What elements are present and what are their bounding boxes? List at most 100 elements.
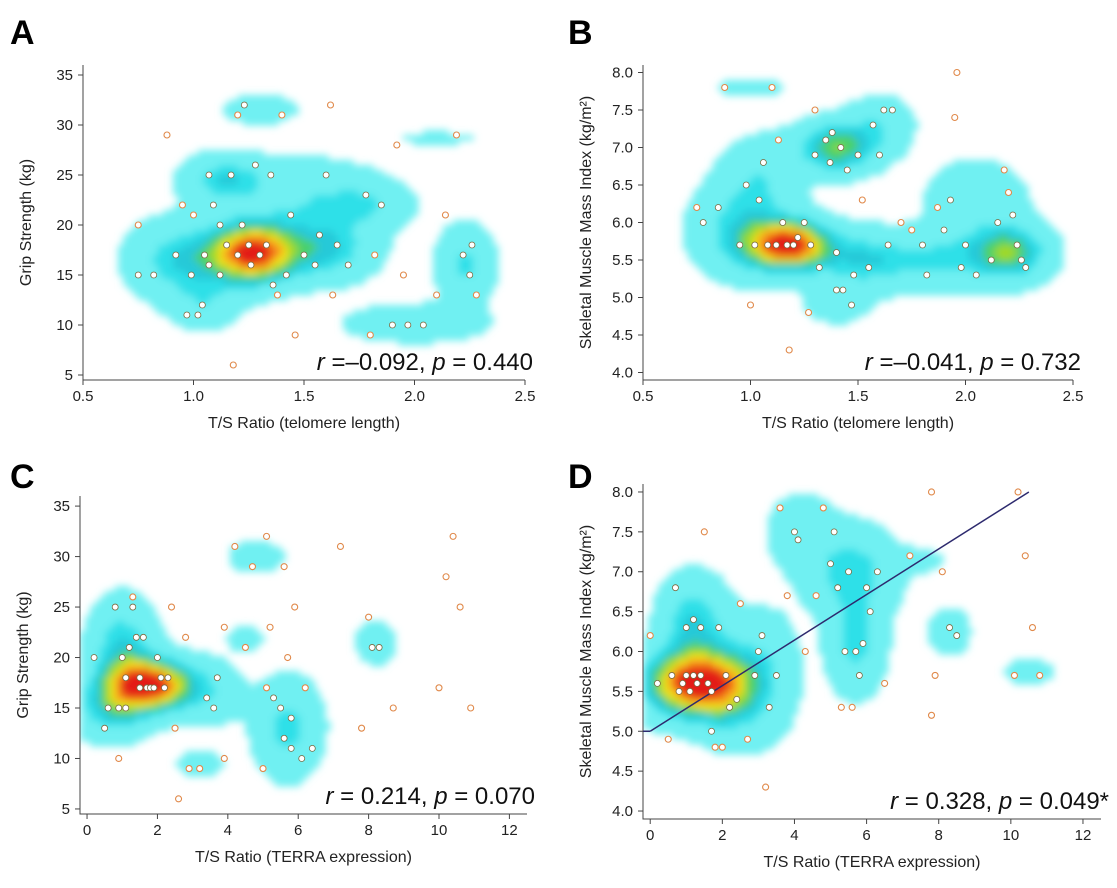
data-point (301, 684, 309, 692)
annotation-p: p (431, 349, 445, 376)
data-point (404, 321, 412, 329)
data-point (876, 151, 883, 159)
y-axis-label: Skeletal Muscle Mass Index (kg/m²) (578, 525, 595, 778)
data-point (880, 106, 888, 114)
x-tick-label: 1.0 (183, 388, 204, 405)
data-point (848, 301, 855, 309)
panel-letter: D (568, 458, 593, 496)
data-point (751, 672, 759, 679)
x-tick-label: 6 (862, 827, 870, 844)
data-point (927, 488, 936, 496)
data-point (251, 161, 259, 169)
data-point (227, 171, 235, 179)
data-point (393, 141, 401, 149)
data-point (946, 624, 953, 631)
data-point (183, 311, 191, 319)
data-point (801, 647, 809, 656)
data-point (278, 111, 286, 119)
data-point (682, 624, 690, 631)
annotation-r: r (317, 349, 326, 376)
data-point (175, 795, 183, 803)
data-point (139, 633, 147, 641)
panel-c: C 0 2 4 6 8 10 12 5 10 15 20 25 30 35 T/S Ratio (TERRA … (0, 444, 558, 888)
data-point (906, 552, 914, 560)
data-point (472, 291, 480, 299)
y-tick-label: 5 (62, 801, 70, 818)
data-point (718, 743, 726, 751)
correlation-annotation: r =–0.041, p = 0.732 (865, 349, 1081, 376)
data-point (1036, 671, 1044, 679)
scatter-chart-c: C 0 2 4 6 8 10 12 5 10 15 20 25 30 35 T/S Ratio (TERRA … (10, 458, 535, 866)
data-point (419, 321, 427, 329)
data-point (721, 83, 729, 92)
data-point (1021, 552, 1029, 560)
data-point (830, 528, 838, 536)
data-point (845, 568, 852, 576)
data-point (90, 654, 98, 661)
data-point (238, 221, 246, 229)
data-point (863, 584, 870, 592)
data-point (329, 291, 337, 299)
data-point (841, 648, 849, 655)
x-tick-label: 2.5 (515, 388, 536, 405)
data-point (136, 684, 144, 692)
data-point (933, 203, 942, 212)
density-heatmap (80, 541, 396, 787)
data-point (115, 754, 123, 763)
data-point (682, 672, 690, 679)
density-heatmap (118, 95, 499, 346)
data-point (115, 704, 123, 712)
annotation-p-text: = 0.732 (994, 349, 1081, 376)
data-point (365, 613, 373, 621)
data-point (435, 684, 443, 692)
data-point (205, 171, 213, 179)
data-point (399, 271, 408, 279)
data-point (888, 106, 896, 114)
data-point (819, 504, 827, 512)
y-tick-label: 30 (56, 117, 73, 134)
data-point (185, 765, 193, 773)
data-point (234, 251, 242, 259)
data-point (287, 714, 295, 722)
data-point (697, 672, 705, 679)
data-point (762, 783, 770, 791)
density-heatmap (683, 80, 1064, 326)
data-point (736, 600, 744, 608)
data-point (300, 251, 308, 259)
x-tick-label: 2 (718, 827, 726, 844)
data-point (768, 83, 776, 92)
data-point (833, 286, 840, 294)
annotation-p: p (433, 783, 447, 810)
data-point (171, 724, 179, 732)
annotation-p-text: = 0.049* (1012, 788, 1109, 815)
data-point (866, 608, 874, 616)
data-point (459, 251, 467, 259)
data-point (1017, 256, 1025, 264)
data-point (751, 241, 759, 249)
panel-b: B 0.5 1.0 1.5 2.0 2.5 4.0 4.5 5.0 5.5 6.0 6.5 7.0 7.5… (558, 0, 1117, 444)
data-point (858, 196, 866, 204)
data-point (229, 361, 237, 369)
data-point (129, 603, 137, 611)
data-point (807, 241, 815, 249)
data-point (154, 654, 161, 661)
data-point (843, 166, 851, 174)
data-point (298, 755, 306, 762)
data-point (282, 271, 290, 279)
data-point (783, 592, 791, 600)
data-point (884, 241, 892, 249)
data-point (679, 680, 687, 687)
data-point (161, 684, 168, 692)
x-axis-label: T/S Ratio (TERRA expression) (764, 854, 981, 871)
data-point (336, 542, 345, 551)
data-point (700, 528, 708, 536)
annotation-r: r (890, 788, 899, 815)
y-tick-label: 20 (56, 217, 73, 234)
y-tick-label: 5.5 (612, 683, 633, 700)
data-point (241, 643, 249, 651)
data-point (837, 144, 845, 151)
data-point (308, 744, 316, 752)
axis-lines (79, 496, 527, 815)
data-point (940, 226, 948, 234)
data-point (273, 291, 282, 299)
